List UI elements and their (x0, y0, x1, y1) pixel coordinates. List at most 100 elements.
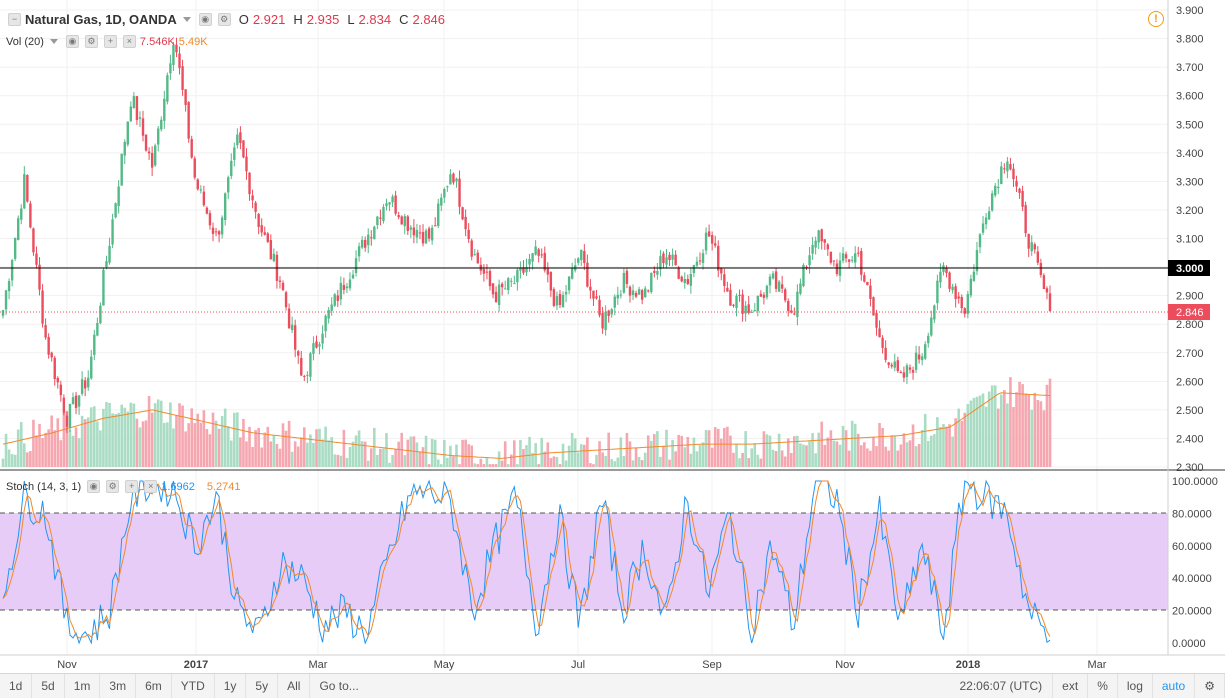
auto-toggle[interactable]: auto (1153, 674, 1196, 698)
chart-settings-gear-icon[interactable]: ⚙ (1195, 674, 1225, 698)
volume-bar (376, 454, 379, 467)
range-button-1y[interactable]: 1y (215, 674, 247, 698)
volume-bar (701, 442, 705, 467)
candle-body (303, 375, 306, 377)
candle-body (13, 237, 17, 259)
volume-bar (449, 445, 452, 467)
warning-icon[interactable]: ! (1148, 11, 1164, 27)
candle-body (701, 253, 705, 263)
candle-body (1018, 188, 1021, 193)
symbol-dropdown-arrow-icon[interactable] (182, 17, 191, 22)
volume-bar (248, 426, 251, 467)
volume-bar (41, 438, 44, 467)
volume-visibility-icon[interactable]: ◉ (65, 35, 79, 48)
candle-body (513, 283, 516, 285)
settings-gear-icon[interactable]: ⚙ (217, 13, 231, 26)
volume-bar (823, 445, 827, 467)
volume-bar (1021, 384, 1024, 467)
stoch-close-icon[interactable]: × (144, 480, 158, 493)
volume-bar (299, 437, 303, 467)
volume-bar (10, 454, 14, 467)
price-tick-label: 3.300 (1176, 176, 1204, 188)
stoch-k-line (2, 479, 1051, 645)
price-tick-label: 3.700 (1176, 62, 1204, 74)
range-button-6m[interactable]: 6m (136, 674, 172, 698)
volume-bar (802, 444, 805, 467)
range-button-ytd[interactable]: YTD (172, 674, 215, 698)
candle-body (589, 286, 592, 291)
candle-body (887, 362, 890, 365)
volume-bar (789, 453, 793, 467)
volume-add-icon[interactable]: + (103, 35, 117, 48)
volume-bar (226, 426, 230, 467)
volume-bar (62, 412, 66, 467)
volume-bar (856, 433, 860, 467)
volume-bar (747, 458, 750, 467)
low-value: 2.834 (358, 12, 392, 27)
instrument-title[interactable]: Natural Gas, 1D, OANDA (25, 12, 177, 27)
volume-bar (549, 458, 553, 467)
chart-canvas[interactable]: 3.900 3.800 3.700 3.600 3.500 3.400 3.300 3.200… (0, 0, 1225, 673)
volume-close-icon[interactable]: × (122, 35, 136, 48)
candle-body (96, 322, 99, 336)
range-button-5d[interactable]: 5d (32, 674, 65, 698)
candle-body (1042, 275, 1046, 289)
volume-bar (981, 393, 985, 467)
candle-body (254, 202, 257, 212)
candle-body (525, 267, 528, 273)
volume-bar (996, 408, 1000, 467)
candle-body (123, 141, 126, 156)
candle-body (945, 267, 948, 273)
volume-bar (287, 420, 291, 467)
candle-body (674, 254, 677, 266)
range-button-5y[interactable]: 5y (246, 674, 279, 698)
stoch-visibility-icon[interactable]: ◉ (87, 480, 101, 493)
range-button-1d[interactable]: 1d (0, 674, 33, 698)
range-button-all[interactable]: All (278, 674, 311, 698)
volume-settings-gear-icon[interactable]: ⚙ (84, 35, 98, 48)
volume-bar (214, 420, 218, 467)
percent-toggle[interactable]: % (1088, 674, 1118, 698)
volume-dropdown-arrow-icon[interactable] (49, 39, 58, 44)
candle-body (360, 239, 364, 248)
volume-bar (902, 433, 906, 467)
collapse-legend-icon[interactable]: − (8, 13, 21, 26)
candle-body (17, 218, 20, 240)
candle-body (750, 311, 753, 313)
candle-body (1045, 288, 1049, 293)
candle-body (817, 230, 820, 243)
stoch-label[interactable]: Stoch (14, 3, 1) (6, 480, 82, 493)
volume-bar (217, 428, 221, 467)
candle-body (1030, 242, 1033, 252)
stoch-settings-gear-icon[interactable]: ⚙ (106, 480, 120, 493)
volume-bar (643, 452, 647, 467)
volume-label[interactable]: Vol (20) (6, 35, 44, 48)
visibility-eye-icon[interactable]: ◉ (198, 13, 212, 26)
volume-bar (914, 446, 918, 467)
range-button-1m[interactable]: 1m (65, 674, 101, 698)
volume-bar (488, 464, 492, 467)
volume-bar (640, 460, 644, 467)
high-label: H (293, 12, 303, 27)
candle-body (35, 253, 38, 265)
candle-body (449, 174, 452, 185)
candle-body (348, 279, 352, 289)
volume-bar (573, 438, 577, 467)
volume-bar (674, 451, 677, 467)
volume-bar (1048, 378, 1052, 467)
ext-toggle[interactable]: ext (1052, 674, 1089, 698)
candle-body (26, 175, 29, 202)
stoch-add-icon[interactable]: + (125, 480, 139, 493)
candle-body (230, 160, 233, 177)
range-button-3m[interactable]: 3m (100, 674, 137, 698)
volume-bar (738, 458, 741, 467)
log-toggle[interactable]: log (1118, 674, 1153, 698)
volume-bar (796, 435, 799, 467)
candle-body (199, 189, 203, 191)
candle-body (430, 227, 434, 241)
volume-bar (427, 464, 431, 467)
candle-body (872, 297, 875, 316)
volume-bar (531, 452, 534, 467)
goto-button[interactable]: Go to... (319, 679, 359, 693)
